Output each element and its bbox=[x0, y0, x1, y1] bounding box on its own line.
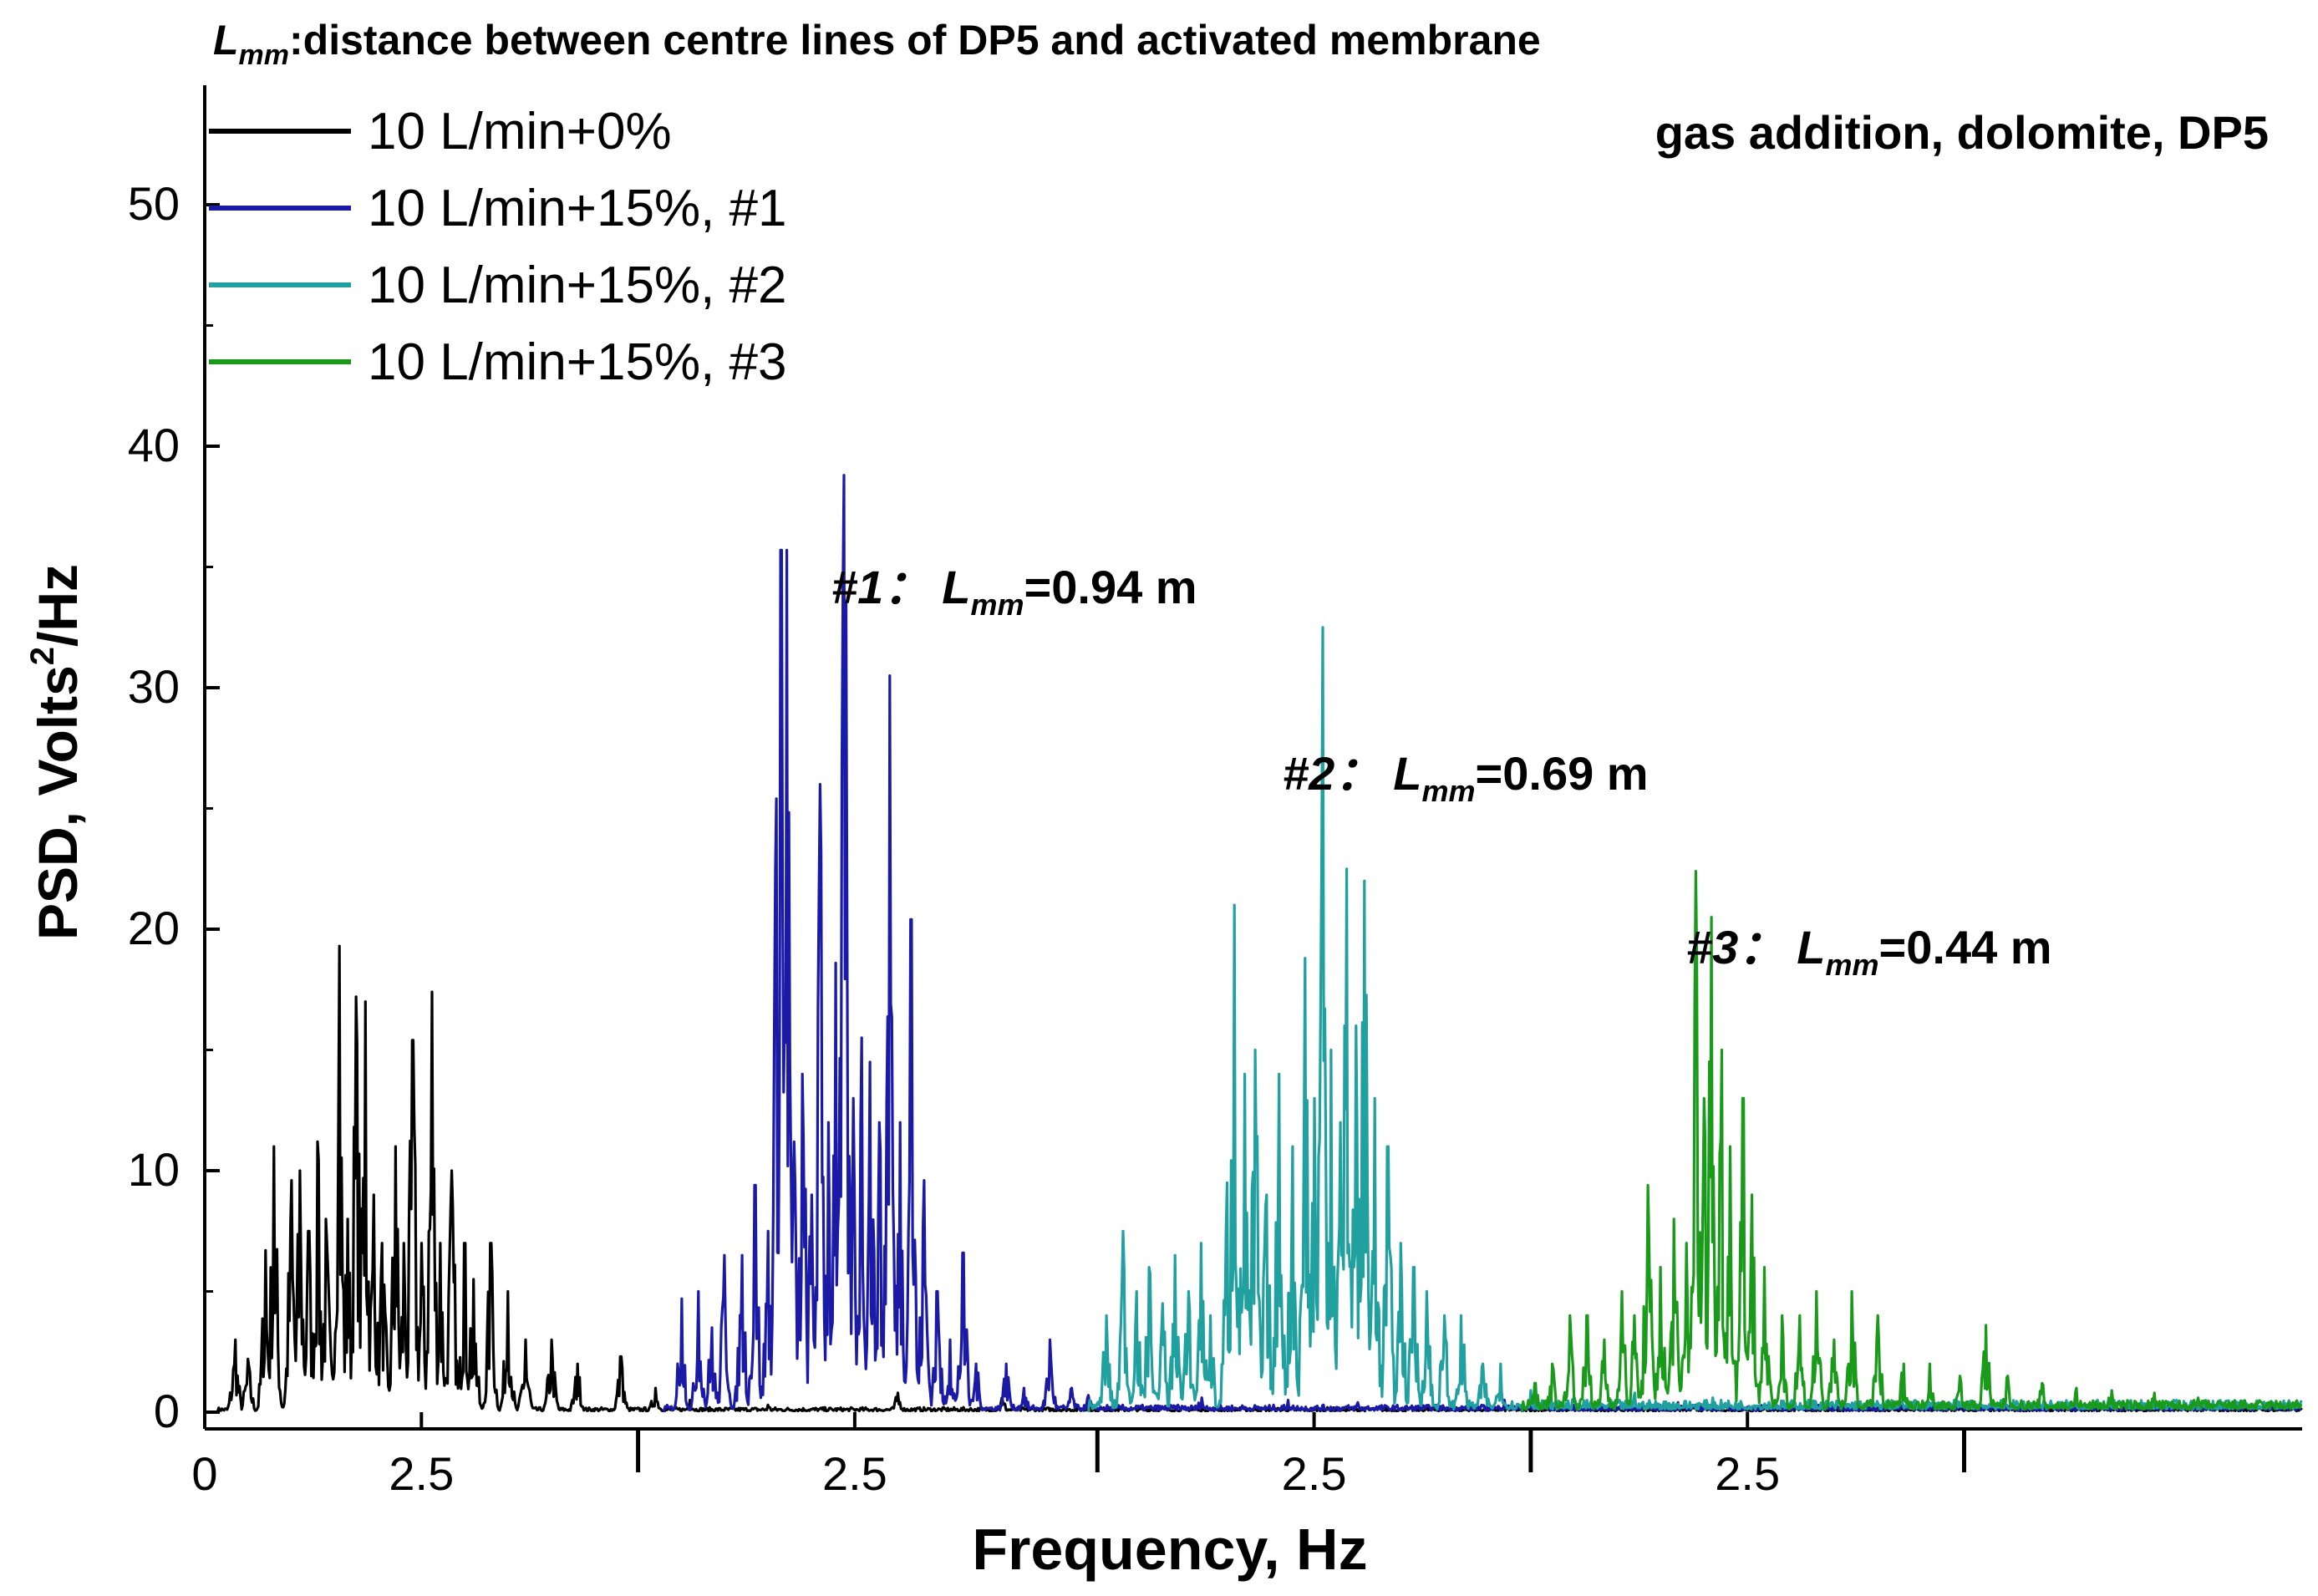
legend-label-2: 10 L/min+15%, #1 bbox=[368, 180, 787, 237]
note-symbol: L bbox=[213, 17, 239, 64]
y-ticks: 0 10 20 30 40 50 bbox=[128, 177, 220, 1437]
note-subscript: mm bbox=[239, 39, 289, 71]
legend-label-1: 10 L/min+0% bbox=[368, 103, 672, 160]
annotation-3: #3： Lmm=0.44 m bbox=[1686, 921, 2052, 982]
legend: 10 L/min+0% 10 L/min+15%, #1 10 L/min+15%,… bbox=[209, 103, 787, 391]
y-axis-label-tail: /Hz bbox=[27, 564, 89, 647]
y-axis-label-main: PSD, Volts bbox=[27, 665, 89, 940]
series-layer bbox=[216, 474, 2303, 1413]
x-tick-label: 2.5 bbox=[1282, 1447, 1347, 1500]
annotation-1: #1： Lmm=0.94 m bbox=[831, 561, 1197, 622]
y-tick-label: 40 bbox=[128, 419, 180, 471]
note-text: Lmm:distance between centre lines of DP5… bbox=[213, 17, 1541, 71]
legend-label-4: 10 L/min+15%, #3 bbox=[368, 333, 787, 391]
x-tick-label: 2.5 bbox=[1715, 1447, 1780, 1500]
annotation-2: #2： Lmm=0.69 m bbox=[1283, 747, 1649, 808]
series-line-4 bbox=[1520, 870, 2303, 1412]
x-tick-label: 2.5 bbox=[389, 1447, 454, 1500]
x-ticks: 0 2.5 2.5 2.5 2.5 bbox=[191, 1412, 1966, 1500]
y-axis-label-sup: 2 bbox=[24, 647, 61, 665]
note-description: :distance between centre lines of DP5 an… bbox=[289, 17, 1541, 64]
corner-label: gas addition, dolomite, DP5 bbox=[1655, 106, 2269, 159]
y-tick-label: 50 bbox=[128, 177, 180, 230]
x-axis-label: Frequency, Hz bbox=[972, 1517, 1367, 1582]
legend-label-3: 10 L/min+15%, #2 bbox=[368, 257, 787, 314]
y-tick-label: 0 bbox=[154, 1385, 180, 1437]
y-tick-label: 30 bbox=[128, 660, 180, 713]
series-line-2 bbox=[663, 474, 2303, 1412]
y-axis-label: PSD, Volts2/Hz bbox=[24, 564, 89, 940]
x-tick-label: 2.5 bbox=[822, 1447, 887, 1500]
y-tick-label: 10 bbox=[128, 1143, 180, 1196]
axes bbox=[203, 85, 2302, 1431]
x-tick-label: 0 bbox=[191, 1447, 217, 1500]
y-tick-label: 20 bbox=[128, 902, 180, 954]
